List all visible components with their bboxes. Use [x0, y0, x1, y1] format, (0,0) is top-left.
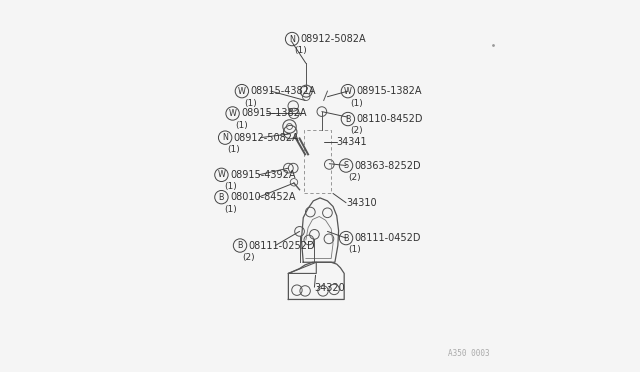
Text: (1): (1) [349, 246, 362, 254]
Text: (1): (1) [351, 99, 364, 108]
Text: 34320: 34320 [314, 283, 345, 293]
Text: B: B [237, 241, 243, 250]
Text: (2): (2) [351, 126, 363, 135]
Text: A350 0003: A350 0003 [447, 349, 489, 358]
Text: 08010-8452A: 08010-8452A [230, 192, 296, 202]
Text: 08111-0452D: 08111-0452D [355, 233, 421, 243]
Text: B: B [219, 193, 224, 202]
Text: (1): (1) [228, 145, 241, 154]
Text: (1): (1) [224, 205, 237, 214]
Text: 34310: 34310 [346, 198, 377, 208]
Text: W: W [238, 87, 246, 96]
Text: (1): (1) [235, 121, 248, 130]
Text: (1): (1) [224, 182, 237, 191]
Text: 08110-8452D: 08110-8452D [356, 114, 423, 124]
Text: 08915-1382A: 08915-1382A [356, 86, 422, 96]
Text: (1): (1) [294, 46, 307, 55]
Text: N: N [222, 133, 228, 142]
Text: W: W [344, 87, 352, 96]
Text: N: N [289, 35, 295, 44]
Text: B: B [345, 115, 351, 124]
Text: 34341: 34341 [337, 137, 367, 147]
Text: (1): (1) [244, 99, 257, 108]
Text: (2): (2) [243, 253, 255, 262]
Text: 08912-5082A: 08912-5082A [234, 133, 300, 142]
Text: 08912-5082A: 08912-5082A [301, 34, 366, 44]
Text: B: B [343, 234, 349, 243]
Text: 08111-0252D: 08111-0252D [248, 241, 316, 250]
Text: 08915-1382A: 08915-1382A [241, 109, 307, 118]
Text: 08363-8252D: 08363-8252D [355, 161, 421, 170]
Text: 08915-4382A: 08915-4382A [250, 86, 316, 96]
Text: W: W [218, 170, 225, 179]
Text: 08915-4392A: 08915-4392A [230, 170, 296, 180]
Text: S: S [344, 161, 349, 170]
Text: (2): (2) [349, 173, 361, 182]
Text: W: W [228, 109, 237, 118]
